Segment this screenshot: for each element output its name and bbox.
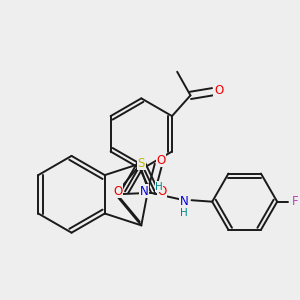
Text: O: O [214, 84, 223, 97]
Text: O: O [113, 185, 122, 198]
Text: O: O [157, 154, 166, 167]
Text: F: F [292, 195, 298, 208]
Text: H: H [155, 182, 163, 192]
Text: H: H [180, 208, 188, 218]
Text: S: S [138, 157, 145, 170]
Text: N: N [140, 185, 148, 198]
Text: N: N [180, 195, 188, 208]
Text: O: O [158, 185, 166, 198]
